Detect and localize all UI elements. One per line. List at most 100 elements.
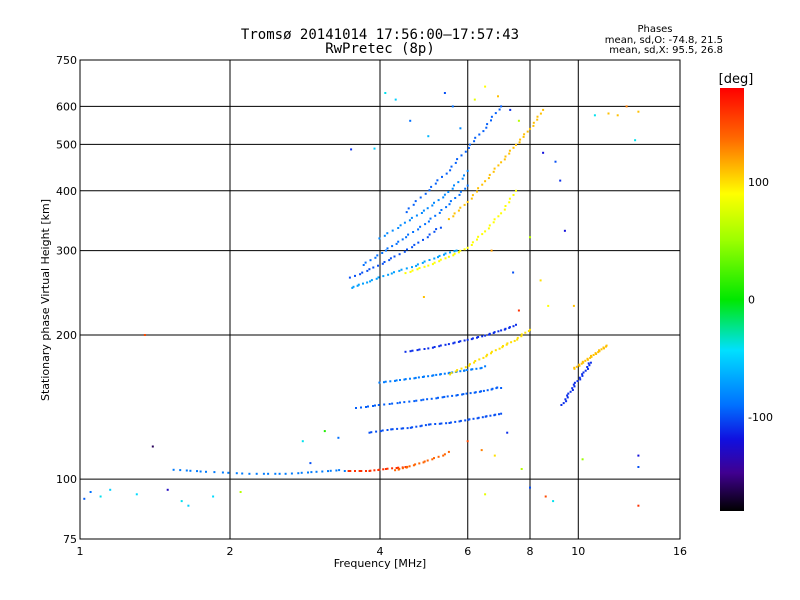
y-axis-label: Stationary phase Virtual Height [km] <box>39 199 52 401</box>
trace-0-point <box>205 470 207 473</box>
trace-16-point <box>580 362 583 365</box>
data-point <box>89 491 92 493</box>
data-point <box>581 458 584 461</box>
trace-14-point <box>457 340 460 343</box>
trace-7-point <box>447 191 450 193</box>
colorbar-gradient <box>720 88 744 511</box>
trace-1-point <box>378 468 381 471</box>
trace-8-point <box>494 112 497 115</box>
trace-1-point <box>347 470 350 472</box>
y-tick-100: 100 <box>56 473 77 486</box>
trace-11-point <box>498 413 500 416</box>
trace-8-point <box>414 200 417 203</box>
trace-8-point <box>486 123 489 126</box>
trace-11-point <box>489 414 492 417</box>
data-point <box>309 462 312 465</box>
data-point <box>350 148 353 151</box>
trace-14-point <box>411 349 414 352</box>
trace-4-point <box>423 265 426 268</box>
data-point <box>109 488 112 491</box>
trace-5-point <box>377 264 379 267</box>
trace-7-point <box>466 169 469 172</box>
trace-15-point <box>576 380 579 383</box>
trace-12-point <box>427 375 430 378</box>
chart-subtitle: RwPretec (8p) <box>325 41 435 57</box>
trace-5-point <box>359 273 362 276</box>
trace-11-point <box>379 430 382 433</box>
trace-8-point <box>469 143 471 146</box>
trace-10-point <box>465 392 468 395</box>
trace-11-point <box>494 413 497 416</box>
trace-14-point <box>497 330 500 333</box>
trace-5-point <box>389 257 392 260</box>
trace-6-point <box>429 217 432 220</box>
trace-7-point <box>386 232 389 235</box>
trace-10-point <box>422 398 425 401</box>
data-point <box>554 160 557 163</box>
grid <box>79 59 681 540</box>
trace-14-point <box>508 326 511 329</box>
trace-14-point <box>500 329 503 332</box>
data-traces <box>172 105 608 475</box>
trace-11-point <box>409 426 412 429</box>
trace-9-point <box>459 206 462 209</box>
phase-stats-x: mean, sd,X: 95.5, 26.8 <box>609 45 723 56</box>
trace-12-point <box>394 379 396 382</box>
trace-15-point <box>573 385 576 388</box>
trace-11-point <box>468 418 471 421</box>
trace-3-point <box>398 269 401 272</box>
trace-7-point <box>391 229 394 232</box>
trace-2-point <box>406 465 409 468</box>
trace-5-point <box>422 238 424 241</box>
trace-2-point <box>447 450 450 453</box>
trace-0-point <box>338 469 341 472</box>
trace-15-point <box>573 381 576 384</box>
data-point <box>473 98 476 101</box>
trace-9-point <box>508 149 511 152</box>
trace-10-point <box>367 405 369 408</box>
trace-4-point <box>404 272 407 275</box>
data-point <box>480 449 483 452</box>
trace-7-point <box>451 187 454 190</box>
trace-4-point <box>433 261 436 264</box>
trace-9-point <box>515 143 517 146</box>
trace-7-point <box>403 221 406 224</box>
trace-13-point <box>474 360 477 362</box>
trace-8-point <box>467 147 470 149</box>
trace-10-point <box>388 403 391 405</box>
trace-10-point <box>486 389 489 392</box>
trace-6-point <box>395 242 398 245</box>
trace-12-point <box>471 368 474 371</box>
data-point <box>552 500 555 503</box>
trace-10-point <box>426 398 429 401</box>
trace-13-point <box>505 343 508 346</box>
data-point <box>520 468 523 470</box>
trace-10-point <box>469 392 472 395</box>
data-point <box>637 110 640 113</box>
trace-16-point <box>590 354 592 357</box>
trace-9-point <box>484 180 487 183</box>
trace-14-point <box>447 343 450 346</box>
trace-6-point <box>440 209 443 211</box>
trace-11-point <box>411 426 414 429</box>
chart-title: Tromsø 20141014 17:56:00–17:57:43 <box>241 27 519 43</box>
data-point <box>212 495 215 498</box>
trace-15-point <box>578 376 581 379</box>
trace-15-point <box>566 396 569 399</box>
x-tick-4: 4 <box>377 545 384 558</box>
trace-10-point <box>360 406 362 409</box>
trace-1-point <box>358 470 361 472</box>
trace-13-point <box>524 331 527 334</box>
trace-4-point <box>500 212 503 215</box>
trace-6-point <box>427 220 430 223</box>
trace-13-point <box>485 355 488 358</box>
trace-4-point <box>481 233 484 236</box>
trace-14-point <box>404 350 407 353</box>
trace-7-point <box>422 209 425 212</box>
trace-8-point <box>450 165 453 168</box>
data-point <box>512 271 515 274</box>
trace-8-point <box>460 154 463 157</box>
trace-8-point <box>445 172 448 175</box>
trace-4-point <box>515 189 517 192</box>
data-point <box>506 431 509 434</box>
